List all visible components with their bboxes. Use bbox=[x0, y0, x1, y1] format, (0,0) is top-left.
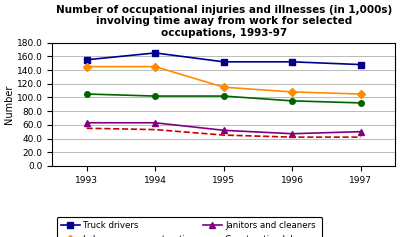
Y-axis label: Number: Number bbox=[4, 85, 14, 124]
Title: Number of occupational injuries and illnesses (in 1,000s)
involving time away fr: Number of occupational injuries and illn… bbox=[56, 5, 392, 38]
Legend: Truck drivers, Laborers, nonconstruction, Nursing aides, orderlies, Janitors and: Truck drivers, Laborers, nonconstruction… bbox=[57, 217, 322, 237]
